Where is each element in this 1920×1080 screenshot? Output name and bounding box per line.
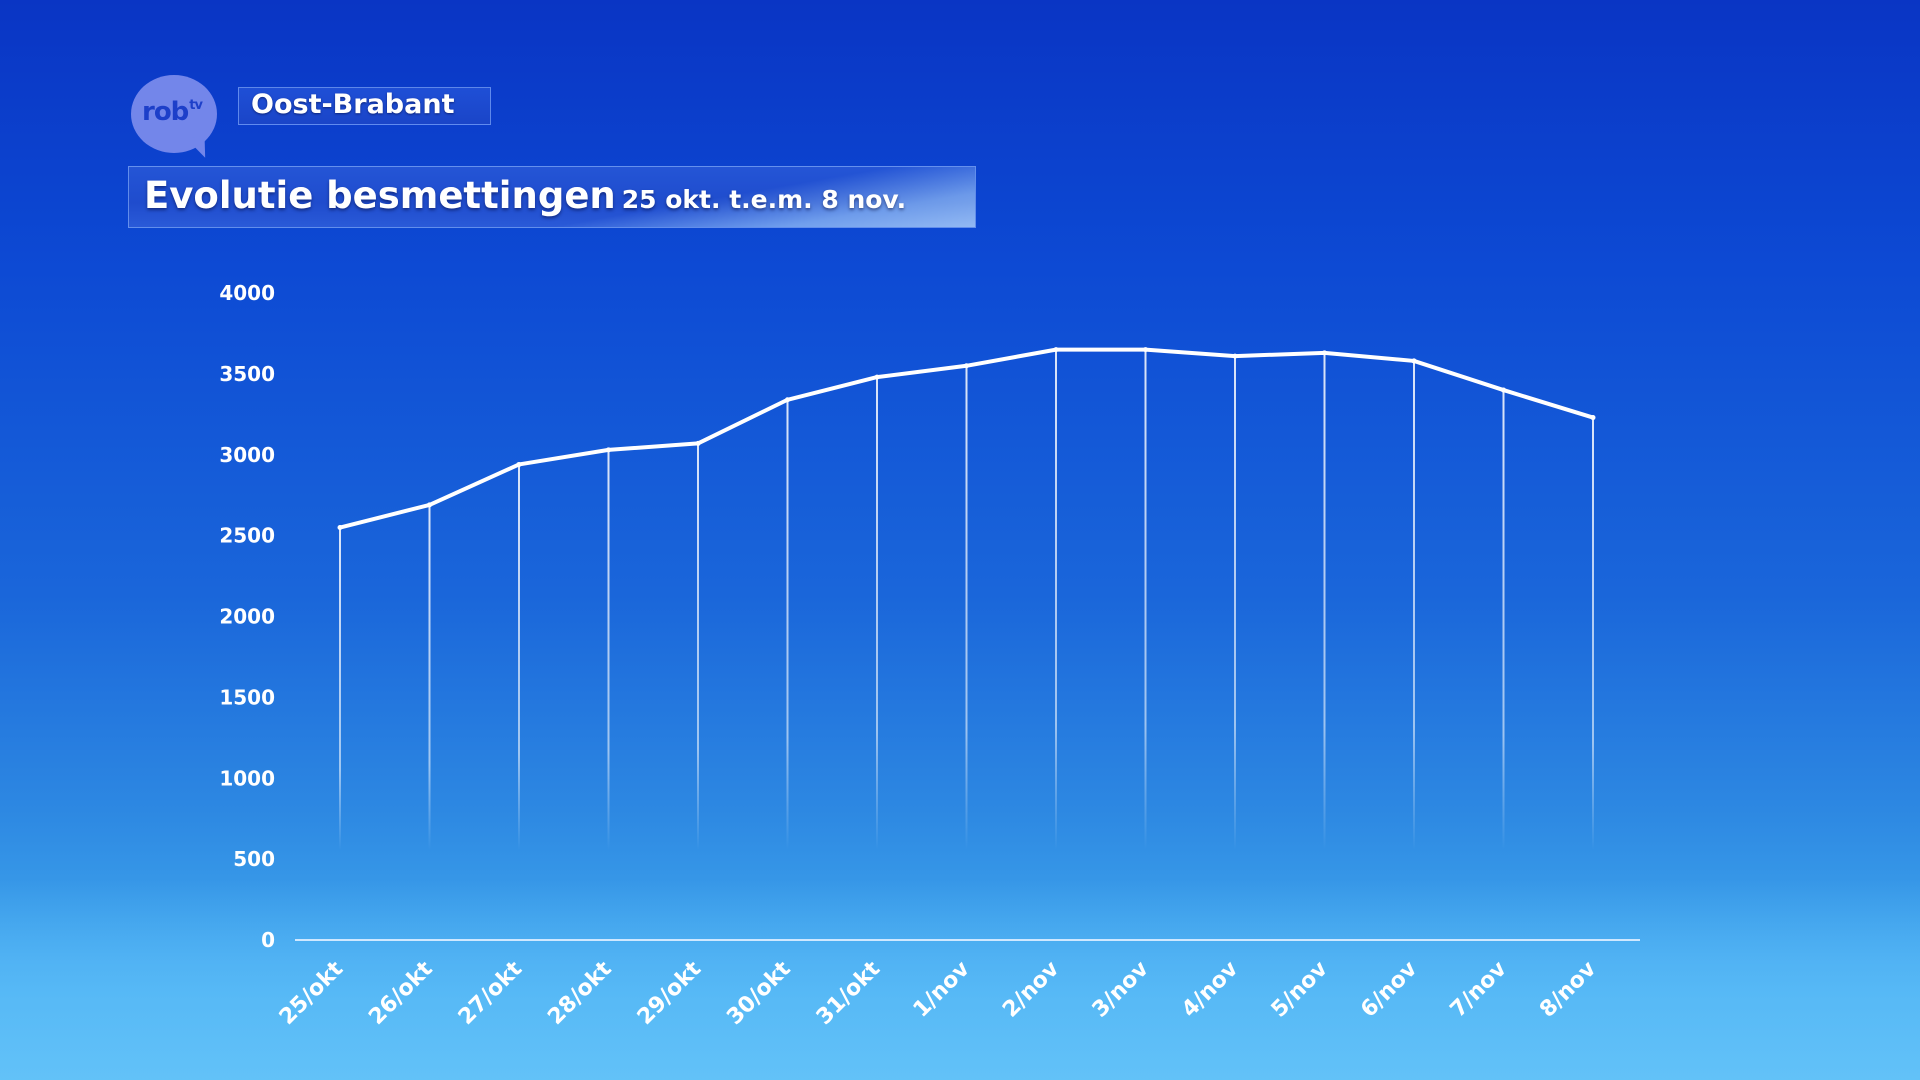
drop-line [1413, 360, 1415, 850]
logo-main-text: rob [142, 97, 189, 127]
y-tick-label: 1500 [219, 685, 275, 709]
x-tick-label: 6/nov [1356, 956, 1423, 1023]
x-tick-label: 2/nov [998, 956, 1065, 1023]
x-tick-label: 3/nov [1088, 956, 1155, 1023]
x-tick-label: 29/okt [633, 956, 707, 1030]
data-points [337, 347, 1596, 531]
chart-title-sub: 25 okt. t.e.m. 8 nov. [621, 185, 907, 214]
x-tick-label: 28/okt [543, 956, 617, 1030]
drop-line [607, 449, 610, 850]
drop-line [339, 527, 341, 850]
region-label: Oost-Brabant [251, 89, 455, 120]
drop-line [428, 504, 431, 850]
x-tick-label: 7/nov [1446, 956, 1513, 1023]
chart-title: Evolutie besmettingen 25 okt. t.e.m. 8 no… [144, 174, 906, 217]
robtv-logo: robtv [131, 75, 217, 161]
data-point [427, 502, 432, 508]
data-point [695, 440, 701, 446]
logo-text: robtv [142, 97, 203, 127]
drop-line [1323, 352, 1326, 850]
drop-line [1144, 349, 1147, 850]
x-tick-label: 26/okt [364, 956, 438, 1030]
data-point [1143, 347, 1148, 353]
data-point [1322, 350, 1327, 356]
data-point [874, 374, 880, 380]
x-tick-label: 5/nov [1267, 956, 1334, 1023]
drop-lines [339, 349, 1594, 850]
y-tick-label: 2000 [219, 605, 275, 629]
data-point [337, 525, 343, 531]
y-tick-label: 3000 [219, 443, 275, 467]
x-tick-label: 27/okt [454, 956, 528, 1030]
drop-line [786, 399, 789, 850]
drop-line [1502, 390, 1505, 850]
data-point [964, 363, 969, 369]
x-tick-label: 30/okt [722, 956, 796, 1030]
logo-sup-text: tv [189, 98, 203, 113]
drop-line [518, 464, 520, 850]
y-tick-label: 3500 [219, 362, 275, 386]
title-swoosh [555, 167, 975, 227]
data-point [516, 461, 522, 467]
data-point [785, 397, 790, 403]
data-point [1590, 415, 1596, 421]
drop-line [965, 365, 968, 850]
chart-title-main: Evolutie besmettingen [144, 174, 616, 217]
y-tick-label: 4000 [219, 281, 275, 305]
drop-line [876, 377, 878, 850]
data-point [606, 447, 611, 453]
logo-bubble [131, 75, 217, 153]
drop-line [697, 443, 699, 850]
data-point [1411, 358, 1417, 364]
data-point [1232, 353, 1238, 359]
y-tick-label: 2500 [219, 524, 275, 548]
drop-line [1234, 356, 1236, 850]
x-tick-label: 31/okt [812, 956, 886, 1030]
x-tick-label: 4/nov [1177, 956, 1244, 1023]
y-tick-label: 0 [261, 928, 275, 952]
drop-line [1592, 417, 1594, 850]
region-tag: Oost-Brabant [238, 87, 491, 125]
y-tick-label: 500 [233, 847, 275, 871]
x-axis-ticks: 25/okt 26/okt 27/okt 28/okt 29/okt 30/okt 31/o… [275, 956, 1602, 1030]
data-point [1501, 387, 1506, 393]
y-tick-label: 1000 [219, 766, 275, 790]
y-axis-ticks: 0 500 1000 1500 2000 2500 3000 3500 4000 [219, 281, 275, 952]
x-tick-label: 1/nov [909, 956, 976, 1023]
x-tick-label: 8/nov [1535, 956, 1602, 1023]
drop-line [1055, 349, 1057, 850]
background-glow [0, 880, 1920, 1080]
title-bar: Evolutie besmettingen 25 okt. t.e.m. 8 no… [128, 166, 976, 228]
data-point [1053, 347, 1059, 353]
x-tick-label: 25/okt [275, 956, 349, 1030]
